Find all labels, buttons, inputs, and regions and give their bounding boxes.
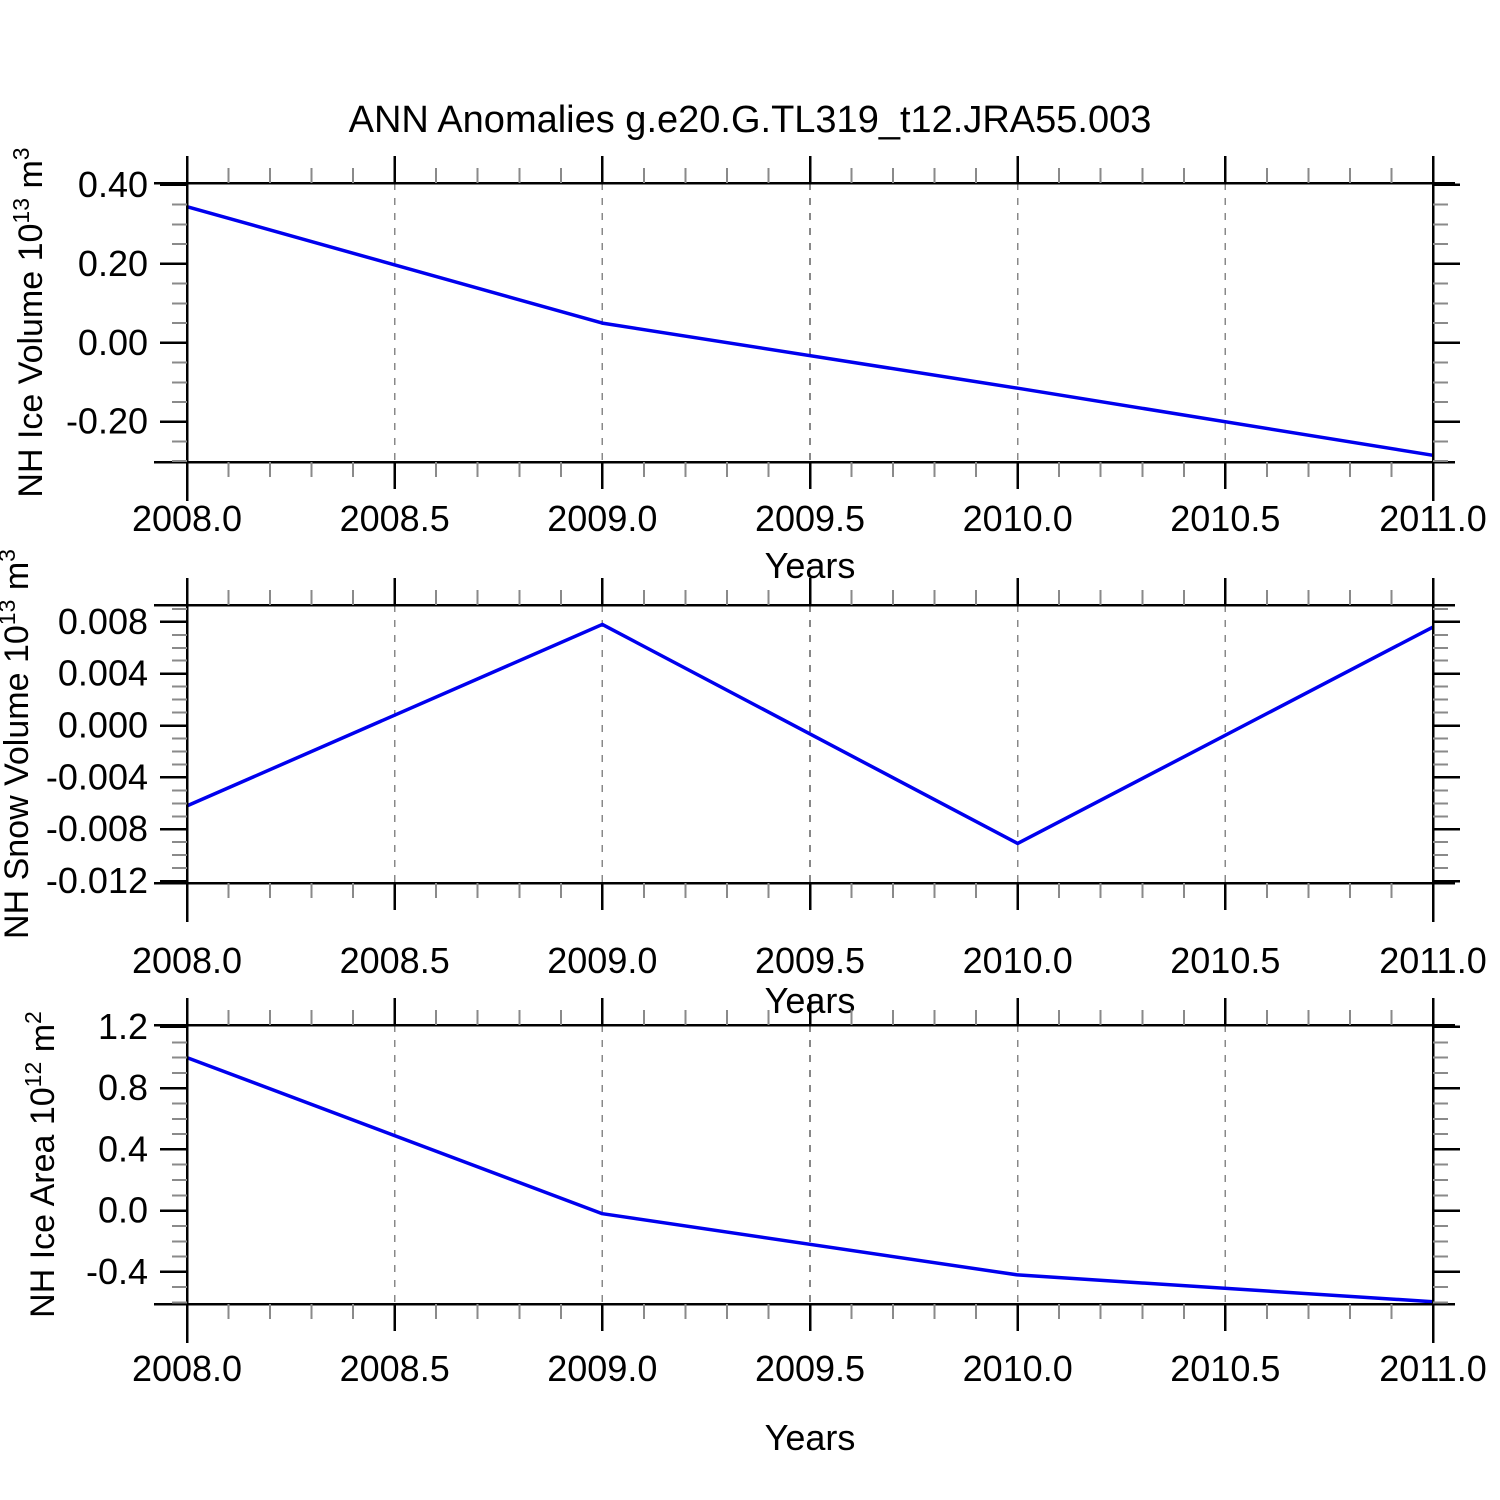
figure-title: ANN Anomalies g.e20.G.TL319_t12.JRA55.00… <box>349 99 1152 141</box>
x-tick-label: 2008.0 <box>132 498 242 539</box>
y-tick-label: 0.8 <box>98 1067 148 1108</box>
y-tick-label: 0.0 <box>98 1190 148 1231</box>
x-tick-label: 2010.5 <box>1170 1348 1280 1389</box>
y-axis-title-segment: m <box>24 1024 62 1062</box>
y-axis-title-superscript: 3 <box>0 549 20 562</box>
x-tick-label: 2009.0 <box>547 498 657 539</box>
y-tick-label: 0.004 <box>58 653 148 694</box>
x-tick-label: 2010.0 <box>963 940 1073 981</box>
y-tick-label: 0.4 <box>98 1128 148 1169</box>
y-axis-title-segment: NH Ice Volume 10 <box>12 224 50 498</box>
x-axis-title: Years <box>765 1417 856 1458</box>
panel-top: 2008.0 2008.5 2009.0 2009.5 2010.0 2010.5 2011… <box>8 147 1487 586</box>
data-line <box>186 622 1434 846</box>
y-tick-label: -0.20 <box>66 401 148 442</box>
y-tick-label: -0.012 <box>46 860 148 901</box>
y-tick-label: 0.000 <box>58 705 148 746</box>
x-tick-label: 2011.0 <box>1379 940 1486 981</box>
y-axis-title-segment: m <box>0 562 36 600</box>
x-tick-label: 2009.0 <box>547 1348 657 1389</box>
panels-group: 2008.0 2008.5 2009.0 2009.5 2010.0 2010.5 2011… <box>0 147 1487 1458</box>
y-axis-title: NH Ice Volume 1013​ m3​ <box>8 147 50 497</box>
y-tick-label: 0.40 <box>78 164 148 205</box>
data-line <box>186 204 1434 458</box>
x-tick-label: 2008.5 <box>340 1348 450 1389</box>
x-tick-label: 2008.0 <box>132 1348 242 1389</box>
y-axis-title-superscript: 13 <box>8 198 34 224</box>
y-tick-label: 0.00 <box>78 322 148 363</box>
y-axis-title: NH Snow Volume 1013​ m3​ <box>0 549 36 939</box>
panel-middle: 2008.0 2008.5 2009.0 2009.5 2010.0 2010.5 2011… <box>0 549 1487 1021</box>
y-axis-title-segment: NH Ice Area 10 <box>24 1087 62 1318</box>
y-axis-title-superscript: 13 <box>0 600 20 626</box>
y-axis-title-segment: m <box>12 160 50 198</box>
y-tick-label: 0.20 <box>78 243 148 284</box>
x-tick-label: 2009.0 <box>547 940 657 981</box>
y-tick-label: 0.008 <box>58 601 148 642</box>
x-tick-label: 2008.5 <box>340 940 450 981</box>
x-tick-label: 2010.5 <box>1170 498 1280 539</box>
y-axis-title-superscript: 12 <box>20 1062 46 1088</box>
x-tick-label: 2008.0 <box>132 940 242 981</box>
y-tick-label: -0.4 <box>86 1251 148 1292</box>
y-axis-title-superscript: 3 <box>8 147 34 160</box>
x-tick-label: 2010.0 <box>963 498 1073 539</box>
x-tick-label: 2008.5 <box>340 498 450 539</box>
y-tick-label: -0.008 <box>46 808 148 849</box>
x-tick-label: 2009.5 <box>755 1348 865 1389</box>
y-axis-title-superscript: 2 <box>20 1011 46 1024</box>
x-tick-label: 2010.0 <box>963 1348 1073 1389</box>
data-line <box>186 1055 1434 1304</box>
y-tick-label: 1.2 <box>98 1006 148 1047</box>
panel-bottom: 2008.0 2008.5 2009.0 2009.5 2010.0 2010.5 2011… <box>20 998 1487 1458</box>
x-tick-label: 2009.5 <box>755 498 865 539</box>
x-tick-label: 2011.0 <box>1379 498 1486 539</box>
x-tick-label: 2010.5 <box>1170 940 1280 981</box>
y-tick-label: -0.004 <box>46 756 148 797</box>
x-tick-label: 2009.5 <box>755 940 865 981</box>
y-axis-title: NH Ice Area 1012​ m2​ <box>20 1011 62 1318</box>
x-tick-label: 2011.0 <box>1379 1348 1486 1389</box>
y-axis-title-segment: NH Snow Volume 10 <box>0 625 36 939</box>
